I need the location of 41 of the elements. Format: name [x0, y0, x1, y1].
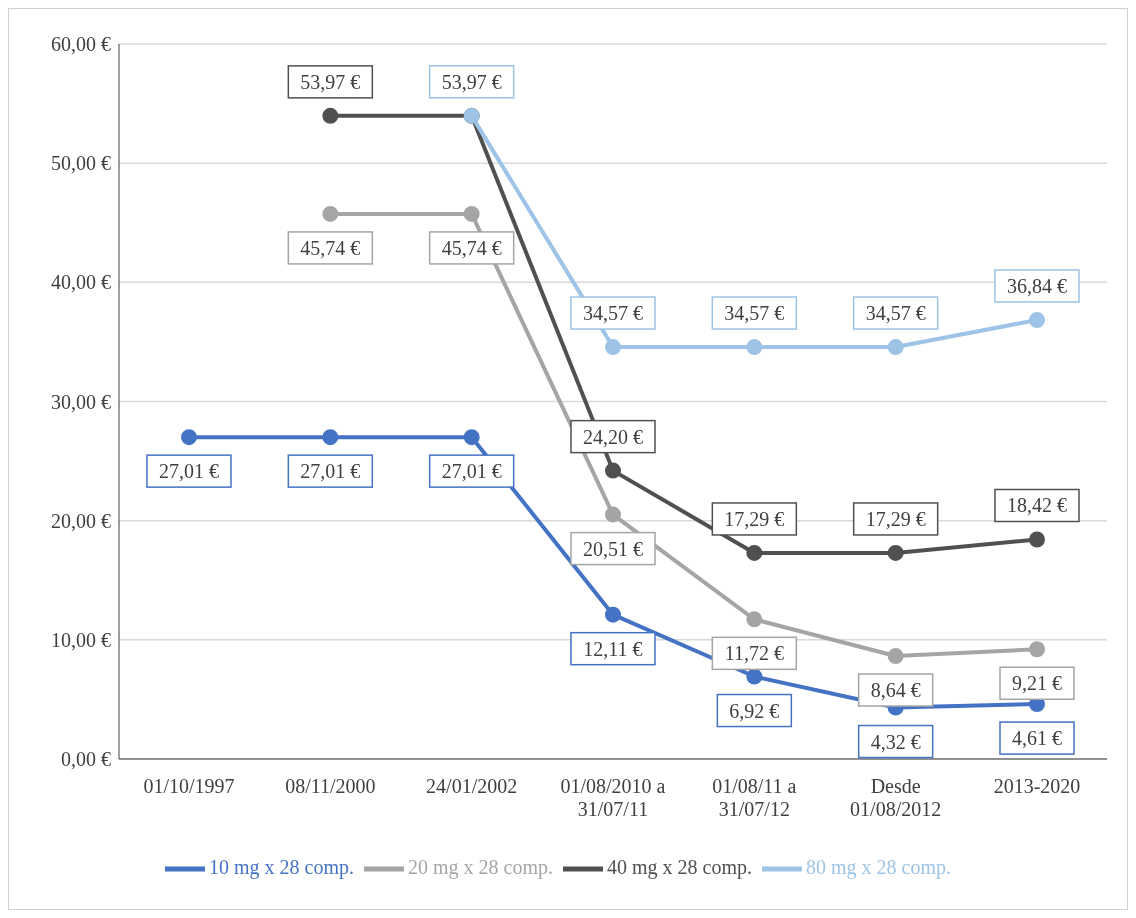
y-tick-label: 20,00 €: [51, 509, 111, 532]
x-tick-label: Desde 01/08/2012: [850, 775, 942, 820]
legend-label: 40 mg x 28 comp.: [607, 855, 752, 878]
x-tick-label: 08/11/2000: [285, 775, 376, 797]
data-label: 34,57 €: [583, 302, 643, 325]
y-tick-label: 0,00 €: [61, 748, 111, 771]
data-label: 34,57 €: [724, 302, 785, 325]
data-label: 24,20 €: [583, 425, 643, 448]
data-label: 17,29 €: [724, 507, 785, 530]
data-label: 4,32 €: [870, 730, 921, 753]
legend-label: 20 mg x 28 comp.: [408, 855, 553, 878]
x-tick-label: 24/01/2002: [426, 775, 518, 797]
data-label: 34,57 €: [865, 302, 926, 325]
data-label: 27,01 €: [300, 460, 361, 483]
y-tick-label: 30,00 €: [51, 390, 111, 413]
data-label: 18,42 €: [1007, 494, 1067, 517]
x-tick-label: 01/08/11 a 31/07/12: [712, 775, 797, 820]
y-tick-label: 10,00 €: [51, 628, 111, 651]
y-tick-label: 60,00 €: [51, 33, 111, 56]
data-label: 36,84 €: [1007, 274, 1067, 297]
data-label: 4,61 €: [1012, 727, 1062, 750]
data-label: 53,97 €: [300, 70, 361, 93]
y-tick-label: 50,00 €: [51, 152, 111, 175]
data-label: 9,21 €: [1012, 672, 1062, 695]
x-tick-label: 01/10/1997: [143, 775, 235, 797]
data-label: 27,01 €: [159, 460, 219, 483]
data-label: 8,64 €: [870, 679, 921, 702]
data-label: 45,74 €: [300, 236, 361, 259]
data-label: 53,97 €: [441, 70, 502, 93]
legend-label: 80 mg x 28 comp.: [806, 855, 951, 878]
data-label: 20,51 €: [583, 537, 643, 560]
x-tick-label: 01/08/2010 a 31/07/11: [560, 775, 666, 820]
data-label: 45,74 €: [441, 236, 502, 259]
x-tick-label: 2013-2020: [993, 775, 1081, 797]
data-label: 27,01 €: [441, 460, 502, 483]
data-label: 12,11 €: [583, 637, 643, 660]
data-label: 17,29 €: [865, 507, 926, 530]
data-label: 6,92 €: [729, 699, 780, 722]
data-label: 11,72 €: [724, 642, 784, 665]
y-tick-label: 40,00 €: [51, 271, 111, 294]
legend-label: 10 mg x 28 comp.: [209, 855, 354, 878]
